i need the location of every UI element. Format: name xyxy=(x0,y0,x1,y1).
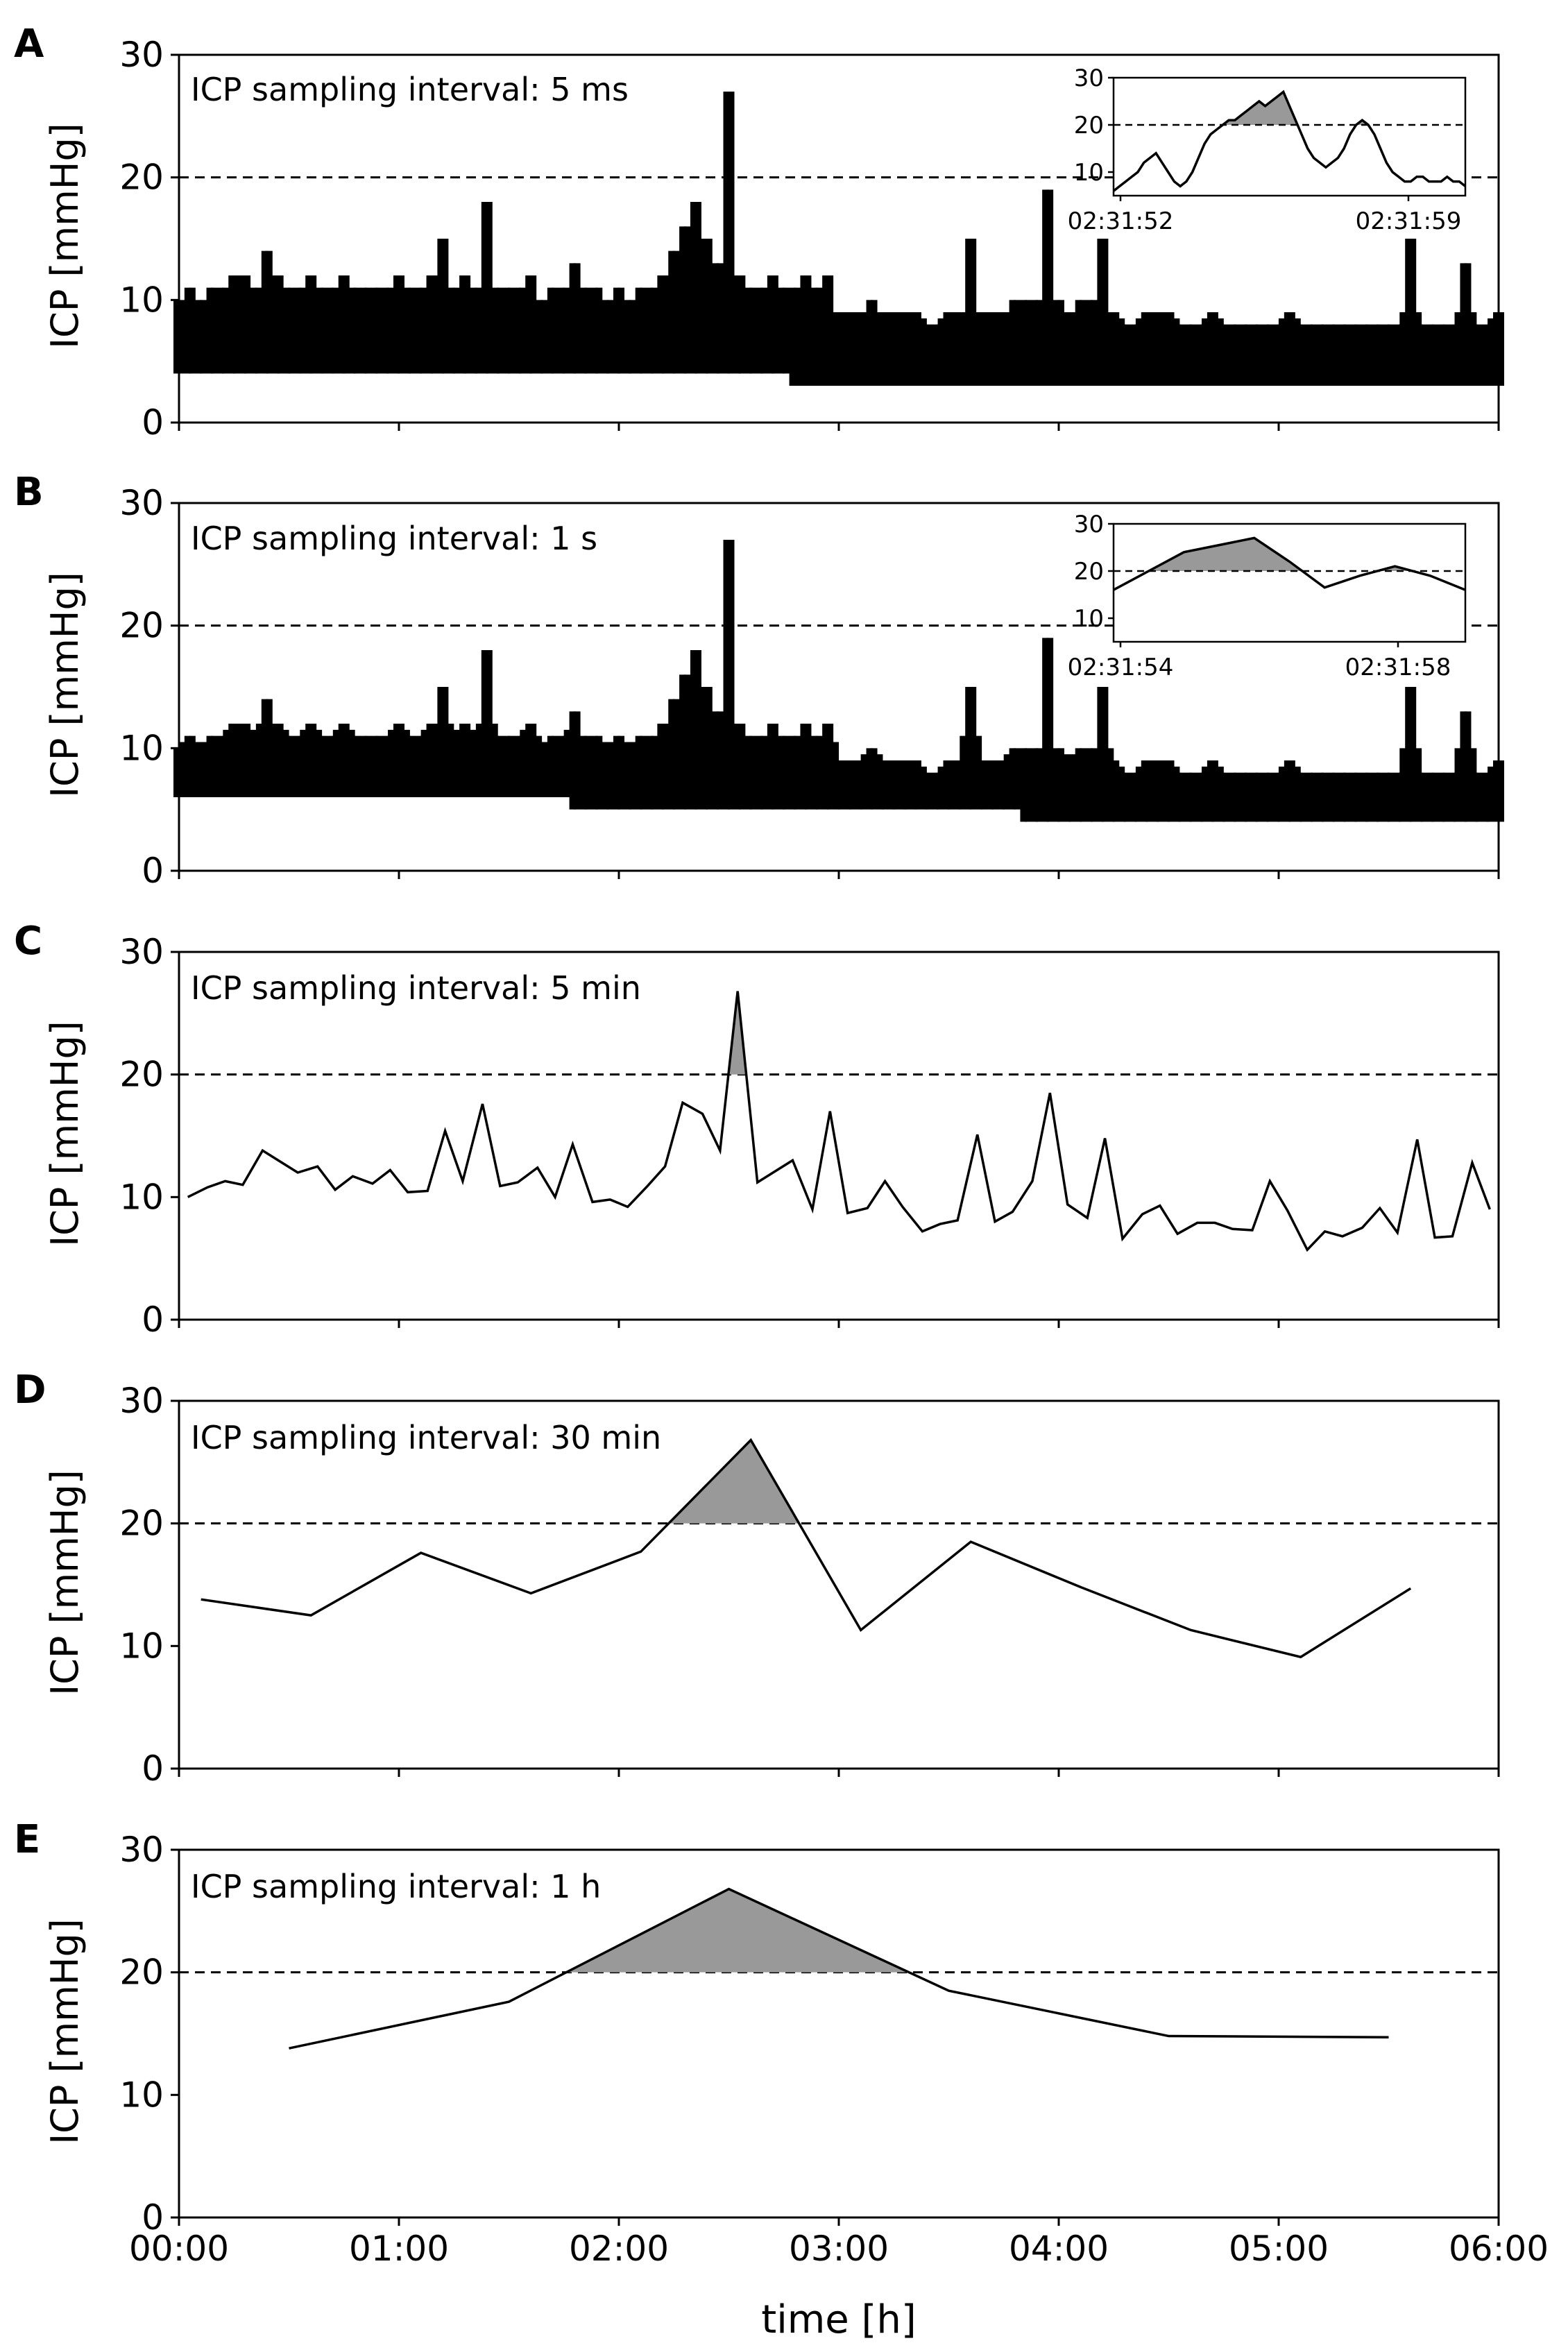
panel-a-inset-frame xyxy=(1112,76,1467,197)
panel-b-inset-y-tick-label: 20 xyxy=(1074,558,1104,586)
x-tick-label: 00:00 xyxy=(129,2229,229,2269)
panel-c-plot-frame xyxy=(178,951,1500,1321)
panel-e-y-tick-label: 20 xyxy=(119,1952,164,1993)
panel-b-inset-frame xyxy=(1112,522,1467,643)
panel-letter-b: B xyxy=(14,470,44,515)
panel-b-y-tick-label: 30 xyxy=(119,483,164,523)
panel-d-annotation: ICP sampling interval: 30 min xyxy=(191,1419,661,1456)
panel-c-y-tick-label: 10 xyxy=(119,1177,164,1217)
panel-a-inset-x-tick-label: 02:31:52 xyxy=(1068,207,1174,235)
panel-letter-a: A xyxy=(14,22,44,67)
panel-a-y-tick-label: 30 xyxy=(119,35,164,75)
panel-a-inset-y-tick-label: 30 xyxy=(1074,65,1104,92)
panel-b-y-tick-label: 10 xyxy=(119,728,164,768)
panel-B: B ICP sampling interval: 1 s ICP [mmHg] xyxy=(14,470,597,798)
panel-c-exceedance-fill xyxy=(728,991,747,1075)
panel-a-y-tick-label: 0 xyxy=(142,402,164,443)
panel-d-icp-trace xyxy=(201,1438,1412,1659)
panel-a-inset-trace xyxy=(1112,90,1467,192)
panel-b-inset-trace xyxy=(1113,536,1466,591)
x-tick-label: 05:00 xyxy=(1229,2229,1329,2269)
panel-letter-d: D xyxy=(14,1368,46,1413)
panel-b-inset-x-tick-label: 02:31:54 xyxy=(1068,654,1174,681)
panel-b-y-tick-label: 20 xyxy=(119,606,164,646)
panel-d-y-tick-label: 20 xyxy=(119,1504,164,1544)
panel-E: E ICP sampling interval: 1 h ICP [mmHg] … xyxy=(14,1817,917,2342)
panel-c-icp-trace xyxy=(187,991,1491,1252)
panel-c-y-tick-label: 30 xyxy=(119,932,164,972)
panel-a-inset-y-tick-label: 20 xyxy=(1074,112,1104,139)
panel-e-annotation: ICP sampling interval: 1 h xyxy=(191,1868,601,1905)
panel-d-y-axis-label: ICP [mmHg] xyxy=(43,1470,87,1696)
x-tick-label: 03:00 xyxy=(789,2229,889,2269)
panel-c-y-tick-label: 0 xyxy=(142,1300,164,1340)
panel-e-y-tick-label: 10 xyxy=(119,2075,164,2115)
panel-b-icp-trace-spikes xyxy=(178,540,1500,822)
panel-c-y-tick-label: 20 xyxy=(119,1055,164,1095)
panel-b-y-axis-label: ICP [mmHg] xyxy=(43,572,87,798)
x-tick-label: 02:00 xyxy=(569,2229,669,2269)
chart-marks: 0 10 20 30 10 20 30 02:31:52 02:31:59 0 10 20 30 10 20… xyxy=(119,35,1549,2269)
panel-C: C ICP sampling interval: 5 min ICP [mmHg… xyxy=(14,919,641,1247)
panel-letter-e: E xyxy=(14,1817,40,1862)
panel-b-inset-y-tick-label: 10 xyxy=(1074,605,1104,633)
panel-d-y-tick-label: 10 xyxy=(119,1626,164,1666)
panel-b-inset-x-tick-label: 02:31:58 xyxy=(1345,654,1451,681)
panel-a-inset-fill xyxy=(1222,92,1369,125)
panel-a-icp-trace-spikes xyxy=(178,92,1500,386)
panel-d-y-tick-label: 30 xyxy=(119,1381,164,1421)
panel-a-inset-y-tick-label: 10 xyxy=(1074,159,1104,187)
panel-b-y-tick-label: 0 xyxy=(142,851,164,891)
panel-a-annotation: ICP sampling interval: 5 ms xyxy=(191,71,629,108)
panel-D: D ICP sampling interval: 30 min ICP [mmH… xyxy=(14,1368,661,1696)
panel-e-y-tick-label: 0 xyxy=(142,2197,164,2238)
x-tick-label: 01:00 xyxy=(349,2229,449,2269)
panel-e-y-axis-label: ICP [mmHg] xyxy=(43,1918,87,2145)
panel-b-annotation: ICP sampling interval: 1 s xyxy=(191,520,597,557)
panel-d-exceedance-fill xyxy=(668,1440,799,1524)
panel-e-exceedance-fill xyxy=(566,1889,910,1973)
x-tick-label: 06:00 xyxy=(1449,2229,1549,2269)
x-tick-label: 04:00 xyxy=(1009,2229,1109,2269)
panel-b-inset-y-tick-label: 30 xyxy=(1074,511,1104,538)
panel-A: A ICP sampling interval: 5 ms ICP [mmHg] xyxy=(14,22,629,349)
panel-letter-c: C xyxy=(14,919,42,964)
panel-a-y-tick-label: 10 xyxy=(119,280,164,320)
panel-e-y-tick-label: 30 xyxy=(119,1830,164,1870)
x-axis-label: time [h] xyxy=(761,2297,917,2342)
panel-a-y-axis-label: ICP [mmHg] xyxy=(43,123,87,349)
panel-a-inset-x-tick-label: 02:31:59 xyxy=(1356,207,1462,235)
panel-c-y-axis-label: ICP [mmHg] xyxy=(43,1021,87,1247)
panel-c-annotation: ICP sampling interval: 5 min xyxy=(191,969,641,1007)
panel-d-y-tick-label: 0 xyxy=(142,1748,164,1789)
panel-a-y-tick-label: 20 xyxy=(119,157,164,198)
panel-e-icp-trace xyxy=(289,1887,1389,2050)
